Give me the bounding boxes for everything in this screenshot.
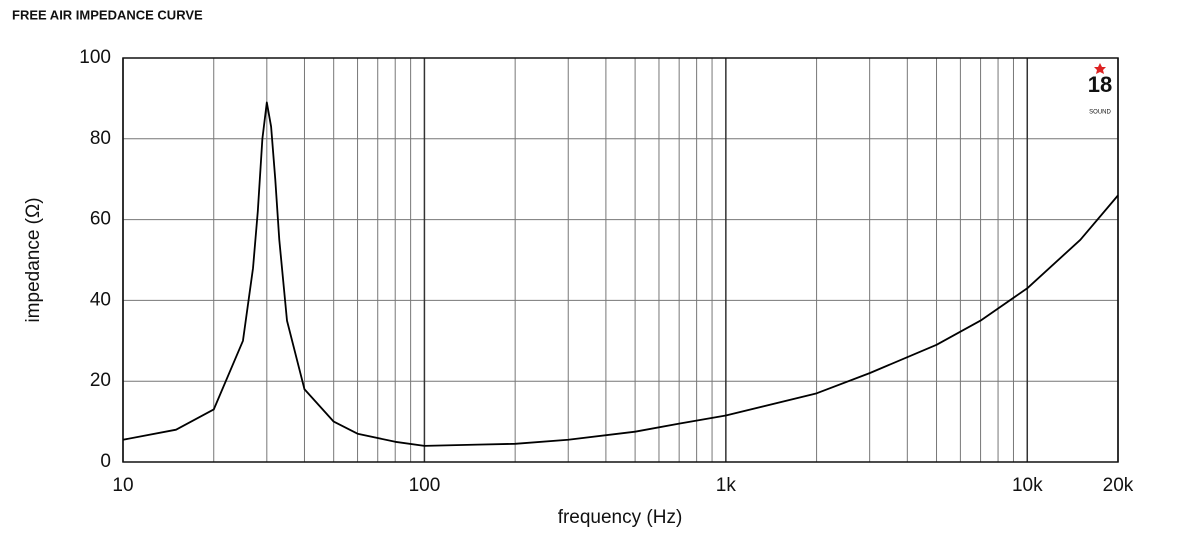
y-tick-label: 80 bbox=[90, 128, 111, 149]
x-axis-label: frequency (Hz) bbox=[558, 507, 683, 528]
y-tick-label: 20 bbox=[90, 370, 111, 391]
chart-title: FREE AIR IMPEDANCE CURVE bbox=[12, 7, 203, 22]
x-tick-label: 10k bbox=[1012, 475, 1043, 496]
plot-frame bbox=[122, 57, 1119, 463]
logo-star bbox=[1094, 63, 1106, 74]
y-tick-label: 100 bbox=[79, 47, 111, 68]
x-tick-label: 1k bbox=[716, 475, 737, 496]
impedance-curve bbox=[122, 101, 1119, 447]
logo-text: SOUND bbox=[1089, 110, 1111, 116]
x-tick-label: 100 bbox=[409, 475, 441, 496]
y-tick-label: 0 bbox=[100, 451, 111, 472]
logo: 18 SOUND bbox=[1088, 63, 1112, 116]
y-tick-label: 60 bbox=[90, 209, 111, 230]
logo-number: 18 bbox=[1088, 72, 1112, 97]
y-axis-label: impedance (Ω) bbox=[23, 197, 44, 322]
y-tick-label: 40 bbox=[90, 289, 111, 310]
x-tick-label: 10 bbox=[112, 475, 133, 496]
x-tick-label: 20k bbox=[1103, 475, 1134, 496]
